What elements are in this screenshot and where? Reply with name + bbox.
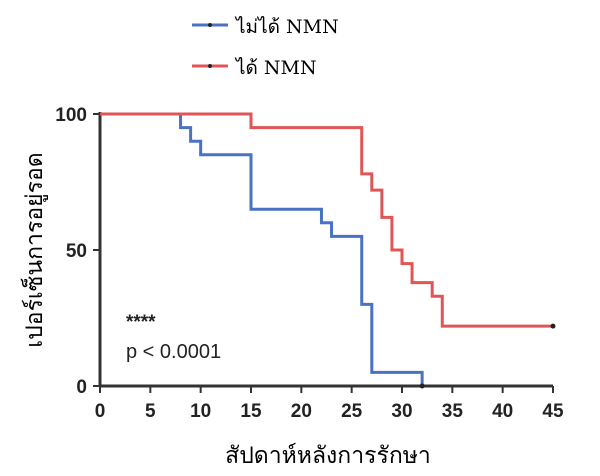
x-tick-label: 0	[95, 401, 106, 422]
series-line-0	[100, 112, 424, 386]
legend-label-no-nmn: ไม่ได้ NMN	[234, 16, 339, 38]
x-tick-label: 35	[442, 401, 464, 422]
series-line-1	[100, 112, 553, 328]
y-tick-label: 50	[66, 241, 87, 262]
x-tick-label: 15	[240, 401, 262, 422]
x-tick-label: 40	[492, 401, 513, 422]
series-end-marker-1	[550, 323, 556, 329]
x-tick-label: 20	[291, 401, 312, 422]
ticks: 0 5 10 15 20 25 30 35 40 45 0 50 100	[55, 105, 564, 422]
series-group	[100, 112, 556, 389]
legend: ไม่ได้ NMN ได้ NMN	[192, 16, 339, 79]
p-value-label: p < 0.0001	[126, 341, 221, 363]
y-tick-label: 0	[76, 377, 87, 398]
legend-marker-0	[208, 23, 212, 27]
x-tick-label: 25	[341, 401, 363, 422]
y-tick-label: 100	[55, 105, 87, 126]
series-end-marker-0	[419, 383, 425, 389]
x-tick-label: 10	[190, 401, 211, 422]
y-axis-title: เปอร์เซ็นการอยู่รอด	[19, 152, 48, 347]
legend-marker-1	[208, 64, 212, 68]
significance-stars: ****	[126, 312, 156, 333]
x-tick-label: 30	[391, 401, 412, 422]
x-tick-label: 45	[542, 401, 564, 422]
legend-label-nmn: ได้ NMN	[234, 57, 317, 79]
x-tick-label: 5	[145, 401, 156, 422]
x-axis-title: สัปดาห์หลังการรักษา	[225, 442, 431, 469]
